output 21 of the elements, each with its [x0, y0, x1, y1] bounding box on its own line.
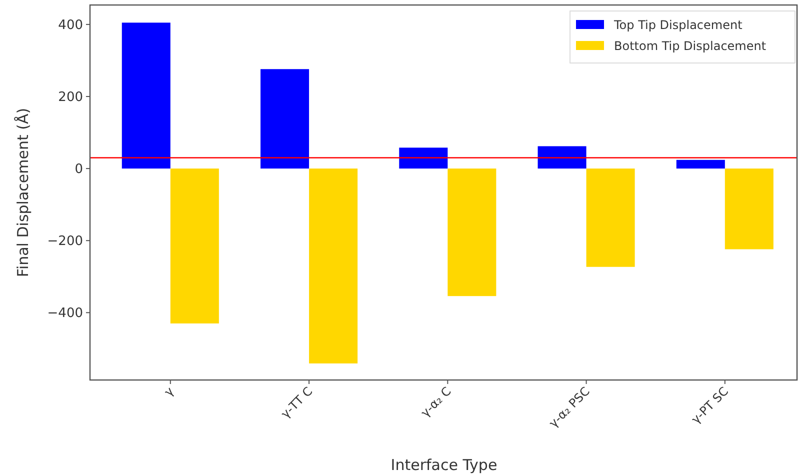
- bar: [676, 160, 725, 169]
- y-tick-label: 400: [58, 18, 83, 33]
- bar: [586, 168, 635, 267]
- bar: [309, 168, 358, 364]
- x-tick-label: γ: [162, 384, 177, 400]
- y-tick-label: −200: [47, 234, 83, 250]
- y-tick-label: 200: [58, 90, 83, 106]
- y-axis-title: Final Displacement (Å): [14, 108, 32, 278]
- bar: [448, 168, 496, 296]
- bar: [170, 168, 219, 324]
- bar: [724, 168, 774, 250]
- legend-label: Top Tip Displacement: [613, 18, 743, 32]
- bar: [122, 22, 170, 169]
- bar: [399, 148, 448, 169]
- x-tick-label: γ-α₂ C: [418, 384, 454, 420]
- legend-label: Bottom Tip Displacement: [614, 39, 766, 53]
- x-axis-title: Interface Type: [390, 456, 498, 474]
- bar: [538, 146, 586, 169]
- y-tick-label: −400: [47, 306, 83, 322]
- bar: [260, 69, 310, 169]
- y-tick-label: 0: [74, 162, 83, 178]
